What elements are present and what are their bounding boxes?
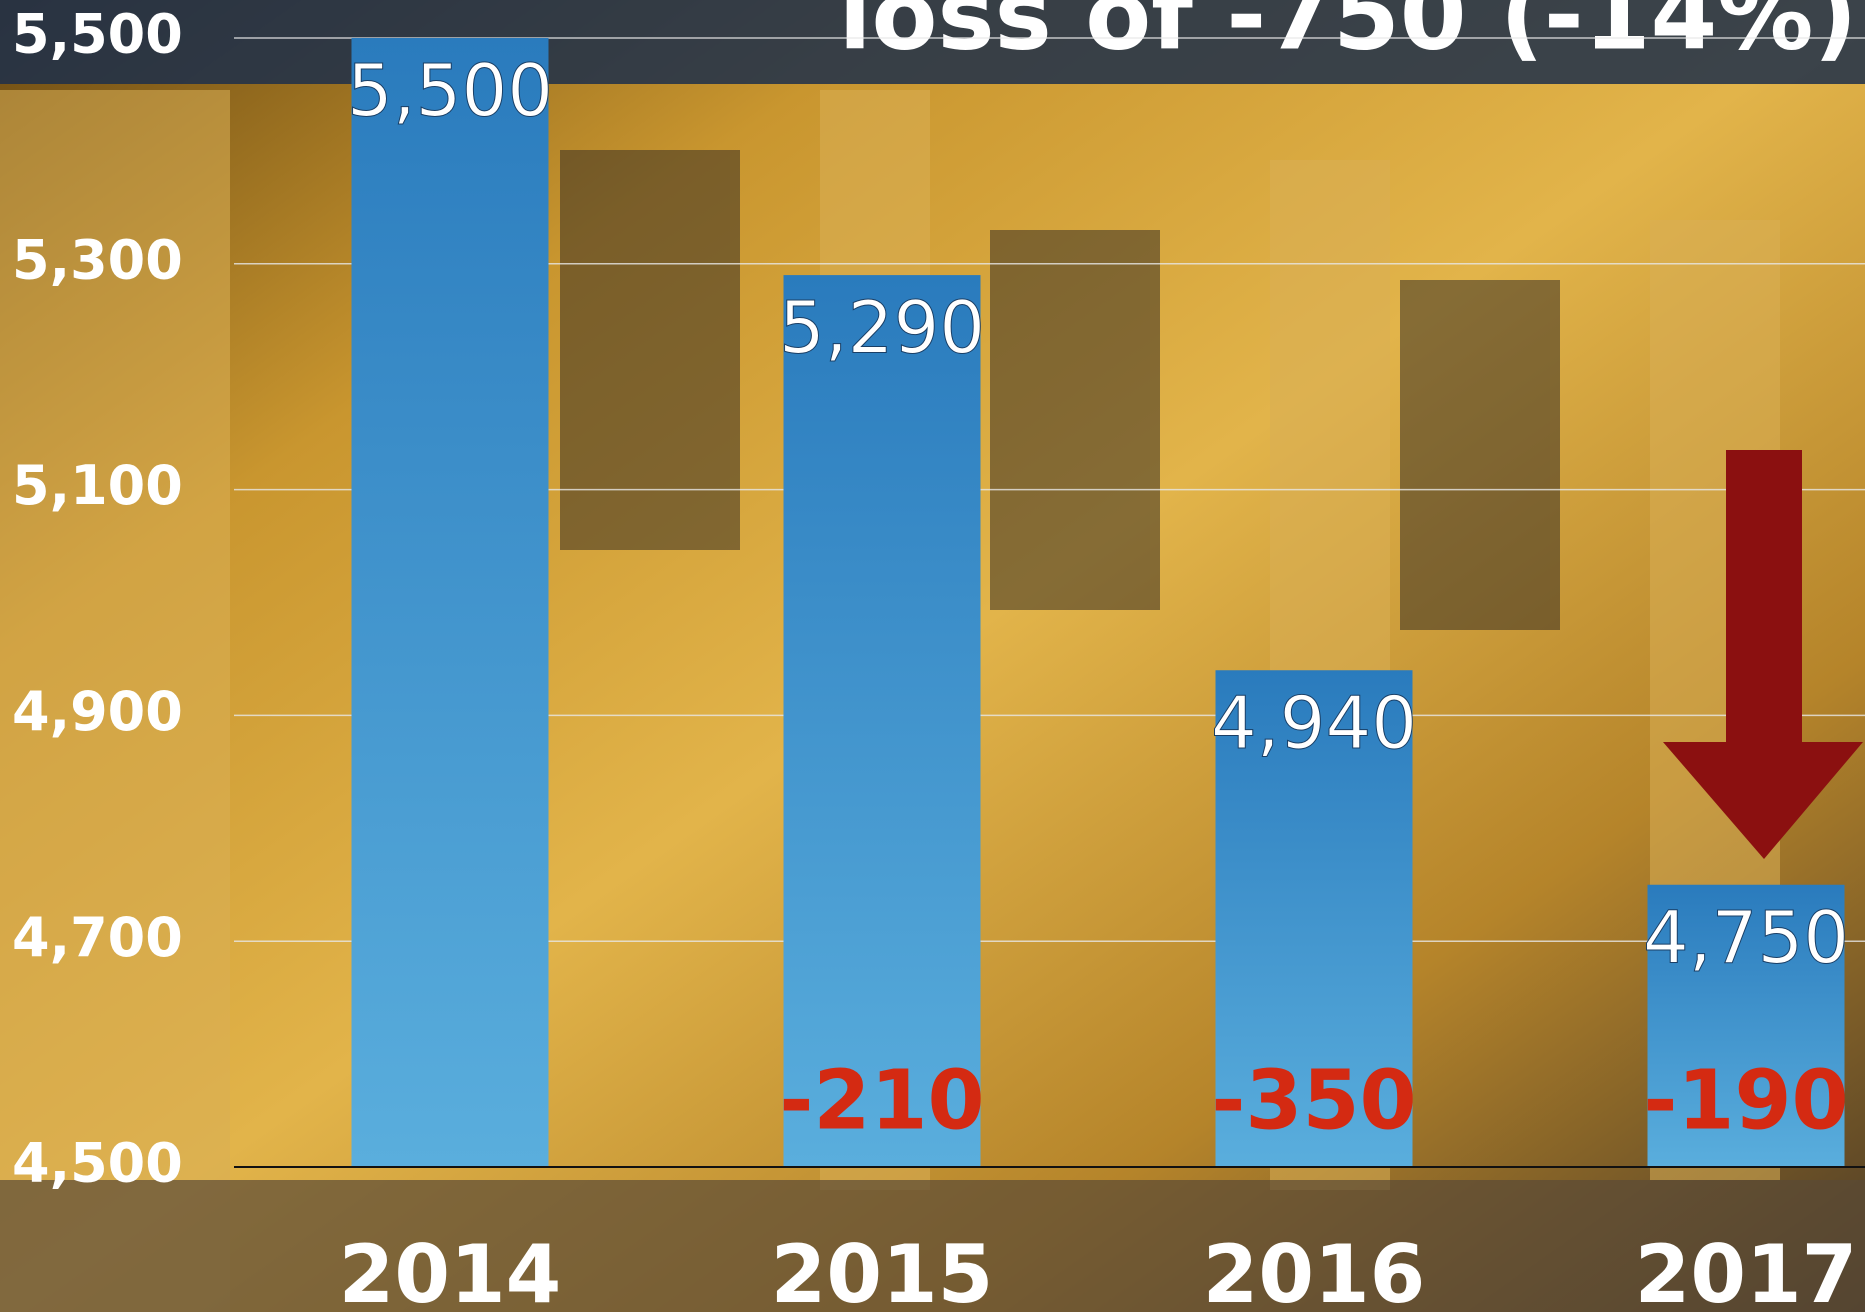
value-label: 5,500 <box>347 49 553 133</box>
plot: 4,500 4,700 4,900 5,100 5,300 5,500 5,500 2014 5… <box>12 3 1865 1312</box>
bar <box>1647 884 1845 1167</box>
value-label: 5,290 <box>779 286 985 370</box>
y-tick-label: 5,100 <box>12 454 183 517</box>
y-tick-label: 5,500 <box>12 3 183 66</box>
chart-title: loss of -750 (-14%) <box>839 0 1858 71</box>
value-label: 4,750 <box>1643 895 1849 979</box>
change-label: -210 <box>779 1053 984 1148</box>
y-tick-label: 4,500 <box>12 1132 183 1195</box>
bar <box>351 38 549 1167</box>
x-tick-label: 2016 <box>1203 1228 1426 1312</box>
x-tick-label: 2017 <box>1635 1228 1858 1312</box>
steps-decor <box>0 1180 1865 1312</box>
y-tick-label: 4,900 <box>12 680 183 743</box>
x-tick-label: 2014 <box>339 1228 562 1312</box>
title-band <box>0 0 1865 84</box>
x-tick-label: 2015 <box>771 1228 994 1312</box>
change-label: -350 <box>1211 1053 1416 1148</box>
y-tick-label: 4,700 <box>12 906 183 969</box>
down-arrow <box>1663 450 1863 859</box>
value-label: 4,940 <box>1211 681 1417 765</box>
bar <box>1215 670 1413 1167</box>
y-tick-label: 5,300 <box>12 228 183 291</box>
bar <box>783 275 981 1168</box>
change-label: -190 <box>1643 1053 1848 1148</box>
windows-decor <box>560 150 1560 630</box>
